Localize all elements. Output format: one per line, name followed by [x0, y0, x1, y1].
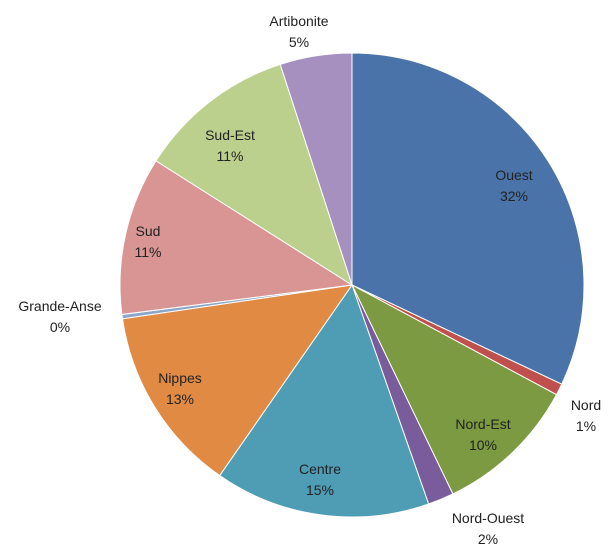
slice-percent: 2%: [478, 531, 498, 547]
pie-slice-nippes: [121, 284, 354, 477]
slice-name: Nippes: [158, 370, 202, 386]
slice-name: Nord-Est: [455, 416, 510, 432]
slice-percent: 1%: [576, 418, 596, 434]
pie-slice-artibonite: [279, 52, 353, 286]
pie-slice-sud: [119, 160, 354, 316]
slice-name: Nord: [571, 397, 601, 413]
pie-labels: Ouest 32% Nord 1% Nord-Est 10% Nord-Ouest 2% Cen…: [18, 13, 601, 547]
pie-slice-sud-est: [155, 63, 353, 287]
slice-percent: 11%: [135, 244, 162, 260]
slice-name: Sud-Est: [205, 127, 255, 143]
slice-name: Ouest: [495, 167, 532, 183]
slice-label-sud: Sud 11%: [135, 223, 162, 260]
slice-label-sud-est: Sud-Est 11%: [205, 127, 255, 164]
slice-percent: 5%: [289, 34, 309, 50]
pie-slice-ouest: [351, 52, 585, 385]
slice-label-nord: Nord 1%: [571, 397, 601, 434]
slice-label-ouest: Ouest 32%: [495, 167, 532, 204]
pie-slice-centre: [218, 283, 430, 518]
slice-name: Artibonite: [269, 13, 328, 29]
slice-label-grande-anse: Grande-Anse 0%: [18, 298, 101, 335]
slice-name: Centre: [299, 461, 341, 477]
slice-percent: 32%: [500, 188, 528, 204]
slice-label-artibonite: Artibonite 5%: [269, 13, 328, 50]
pie-slice-nord-est: [350, 283, 558, 495]
slice-name: Grande-Anse: [18, 298, 101, 314]
pie-slices: [119, 52, 585, 518]
slice-percent: 0%: [50, 319, 70, 335]
slice-name: Nord-Ouest: [452, 510, 524, 526]
slice-label-centre: Centre 15%: [299, 461, 341, 498]
slice-label-nippes: Nippes 13%: [158, 370, 202, 407]
slice-name: Sud: [136, 223, 161, 239]
slice-percent: 10%: [469, 437, 497, 453]
slice-percent: 13%: [166, 391, 194, 407]
slice-label-nord-ouest: Nord-Ouest 2%: [452, 510, 524, 547]
slice-label-nord-est: Nord-Est 10%: [455, 416, 510, 453]
slice-percent: 11%: [217, 148, 244, 164]
slice-percent: 15%: [306, 482, 334, 498]
